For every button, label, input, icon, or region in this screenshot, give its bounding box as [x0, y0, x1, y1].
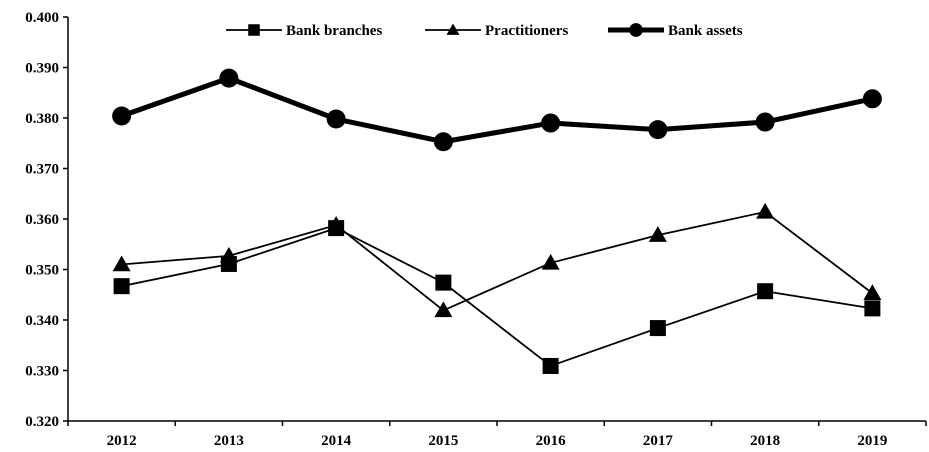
data-point-bank-assets: [648, 120, 668, 140]
data-point-practitioners: [327, 216, 346, 232]
y-tick-labels: 0.320 0.330 0.340 0.350 0.360 0.370 0.380 0.390…: [25, 10, 59, 430]
data-point-practitioners: [863, 284, 882, 300]
legend-item-bank-assets: Bank assets: [608, 23, 743, 39]
series-practitioners: [112, 202, 882, 318]
series-line-bank-assets: [120, 75, 873, 145]
y-tick-label: 0.400: [25, 10, 59, 26]
data-point-bank-branches: [435, 274, 452, 291]
data-point-bank-assets: [755, 112, 775, 132]
data-point-practitioners: [219, 246, 238, 263]
data-point-practitioners: [541, 253, 560, 270]
y-tick-label: 0.320: [25, 414, 59, 430]
legend-marker-practitioners: [446, 23, 460, 35]
legend-label-practitioners: Practitioners: [485, 23, 568, 39]
data-point-bank-branches: [542, 357, 559, 374]
series-line-practitioners: [121, 211, 873, 312]
data-point-bank-branches: [864, 300, 881, 317]
data-point-bank-assets: [433, 132, 453, 152]
x-tick-label: 2013: [214, 433, 244, 449]
y-tick-label: 0.350: [25, 263, 59, 279]
legend-item-practitioners: Practitioners: [425, 23, 568, 39]
x-tick-label: 2015: [428, 433, 458, 449]
y-tick-label: 0.360: [25, 212, 59, 228]
legend-marker-bank-assets: [629, 23, 643, 37]
series-bank-assets: [112, 68, 882, 152]
legend-label-bank-branches: Bank branches: [286, 23, 382, 39]
data-point-practitioners: [112, 255, 131, 272]
data-point-practitioners: [756, 202, 775, 219]
x-tick-label: 2012: [107, 433, 137, 449]
x-tick-label: 2014: [321, 433, 352, 449]
data-point-bank-assets: [112, 106, 132, 126]
series-layer: [112, 68, 882, 374]
legend: Bank branches Practitioners Bank assets: [226, 23, 743, 39]
y-tick-label: 0.340: [25, 313, 59, 329]
y-tick-label: 0.390: [25, 61, 59, 77]
data-point-practitioners: [648, 226, 667, 242]
data-point-bank-assets: [862, 89, 882, 109]
data-point-bank-assets: [541, 113, 561, 133]
data-point-bank-branches: [113, 278, 130, 295]
data-point-bank-branches: [757, 283, 774, 300]
y-tick-label: 0.330: [25, 364, 59, 380]
axes: [63, 16, 927, 426]
series-bank-branches: [113, 220, 881, 374]
x-tick-label: 2016: [536, 433, 567, 449]
x-tick-labels: 2012 2013 2014 2015 2016 2017 2018 2019: [107, 433, 888, 449]
y-tick-label: 0.370: [25, 162, 59, 178]
data-point-bank-assets: [219, 68, 239, 88]
legend-item-bank-branches: Bank branches: [226, 23, 382, 39]
y-tick-label: 0.380: [25, 111, 59, 127]
legend-label-bank-assets: Bank assets: [668, 23, 743, 39]
x-tick-label: 2017: [643, 433, 674, 449]
series-line-bank-branches: [121, 227, 873, 367]
x-tick-label: 2019: [857, 433, 887, 449]
data-point-practitioners: [434, 301, 453, 318]
x-tick-label: 2018: [750, 433, 780, 449]
data-point-bank-branches: [649, 320, 666, 337]
data-point-bank-assets: [326, 109, 346, 129]
legend-marker-bank-branches: [248, 24, 260, 36]
